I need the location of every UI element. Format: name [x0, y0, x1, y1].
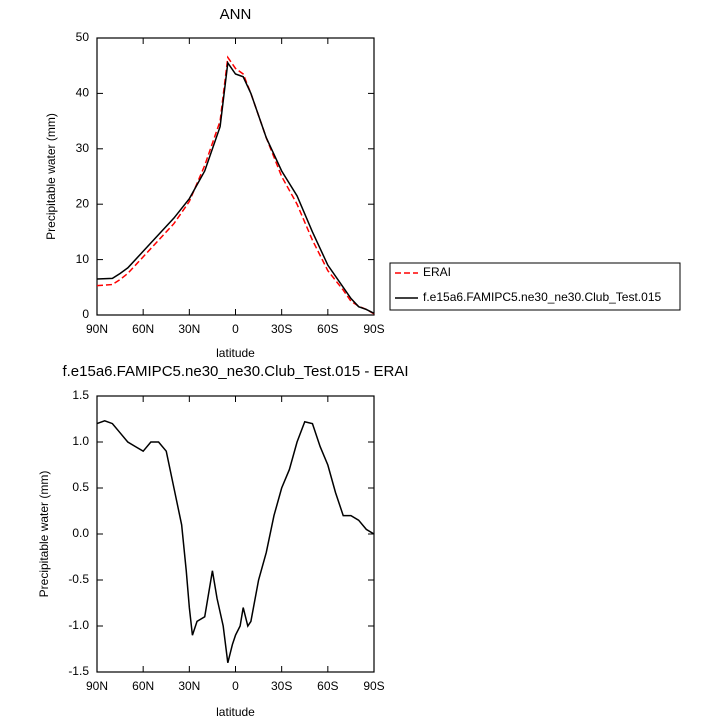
data-line — [96, 55, 375, 315]
x-tick-label: 0 — [232, 679, 239, 693]
x-tick-label: 60S — [317, 679, 338, 693]
y-tick-label: 20 — [76, 196, 90, 210]
data-line — [96, 60, 375, 315]
x-tick-label: 60N — [132, 322, 154, 336]
x-tick-label: 90S — [363, 322, 384, 336]
plot-frame — [96, 395, 375, 673]
y-tick-label: 10 — [76, 252, 90, 266]
data-line — [96, 420, 375, 663]
x-tick-label: 30N — [178, 679, 200, 693]
x-axis-label: latitude — [216, 705, 255, 719]
x-tick-label: 90N — [86, 322, 108, 336]
y-tick-label: 1.5 — [72, 388, 89, 402]
x-tick-label: 30S — [271, 679, 292, 693]
legend-label: ERAI — [423, 265, 451, 279]
x-axis-label: latitude — [216, 346, 255, 360]
y-tick-label: 1.0 — [72, 434, 89, 448]
x-tick-label: 90S — [363, 679, 384, 693]
x-tick-label: 30N — [178, 322, 200, 336]
chart-title: ANN — [220, 6, 252, 23]
y-tick-label: -1.0 — [68, 618, 89, 632]
y-tick-label: 0.5 — [72, 480, 89, 494]
y-tick-label: 50 — [76, 30, 90, 44]
x-tick-label: 90N — [86, 679, 108, 693]
chart-title: f.e15a6.FAMIPC5.ne30_ne30.Club_Test.015 … — [62, 363, 408, 380]
x-tick-label: 60S — [317, 322, 338, 336]
y-tick-label: -1.5 — [68, 664, 89, 678]
x-tick-label: 0 — [232, 322, 239, 336]
y-axis-label: Precipitable water (mm) — [37, 471, 51, 598]
legend-box — [389, 262, 681, 311]
y-tick-label: 0 — [82, 307, 89, 321]
x-tick-label: 60N — [132, 679, 154, 693]
y-tick-label: 40 — [76, 86, 90, 100]
x-tick-label: 30S — [271, 322, 292, 336]
y-axis-label: Precipitable water (mm) — [44, 113, 58, 240]
y-tick-label: 0.0 — [72, 526, 89, 540]
legend-label: f.e15a6.FAMIPC5.ne30_ne30.Club_Test.015 — [423, 290, 661, 304]
plot-frame — [96, 37, 375, 316]
y-tick-label: 30 — [76, 141, 90, 155]
y-tick-label: -0.5 — [68, 572, 89, 586]
